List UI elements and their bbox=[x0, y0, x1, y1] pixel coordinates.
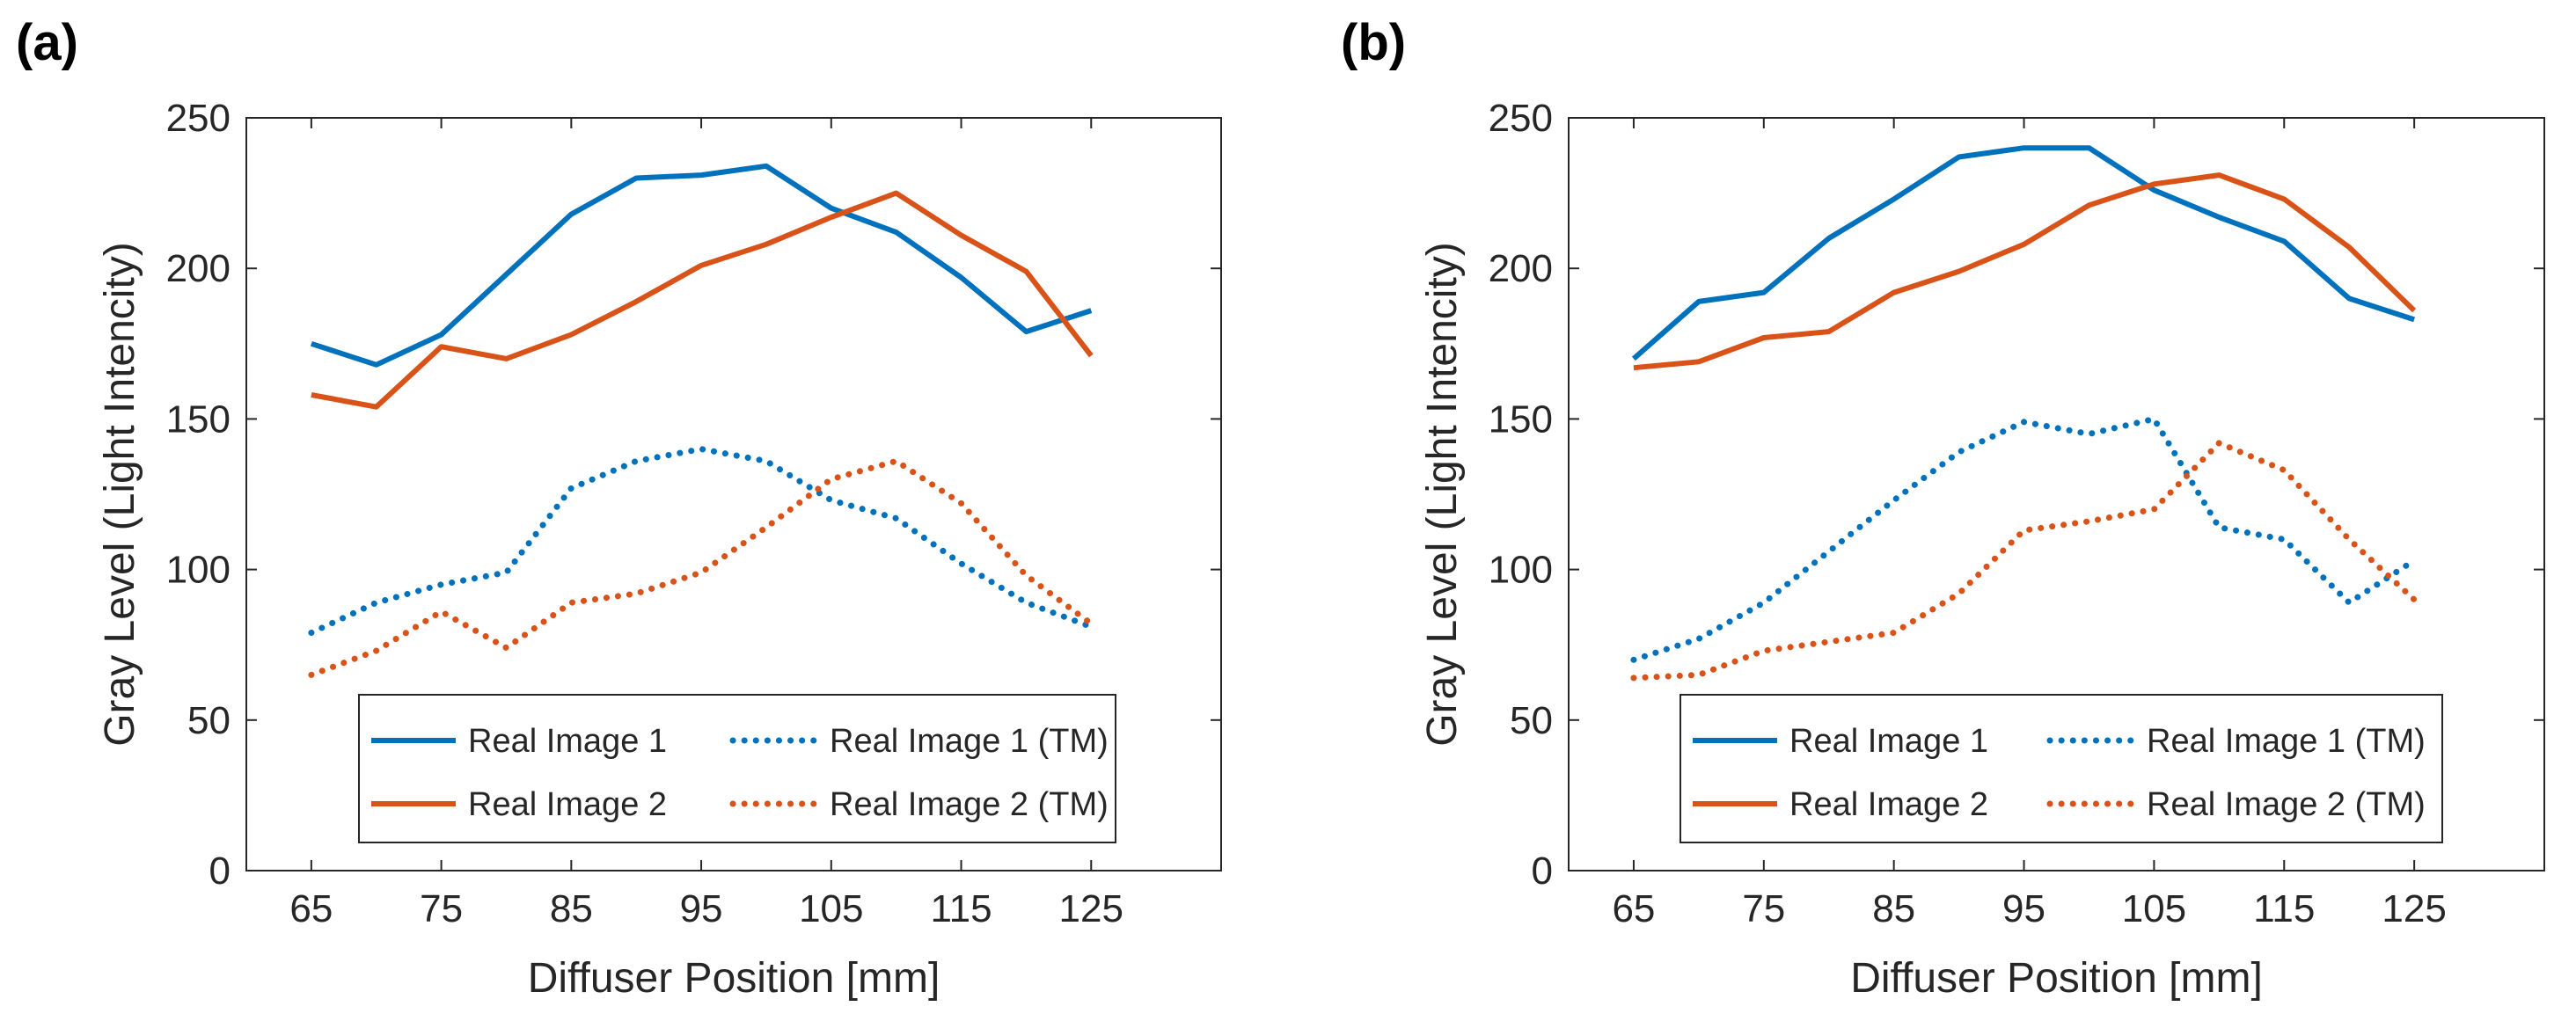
y-tick-label: 150 bbox=[1489, 397, 1553, 441]
x-tick-label: 115 bbox=[2253, 887, 2315, 930]
series-line-real-image-1-tm bbox=[1630, 415, 2418, 663]
x-tick-label: 115 bbox=[930, 887, 992, 930]
y-tick-label: 0 bbox=[209, 850, 231, 893]
x-tick-label: 85 bbox=[1872, 887, 1915, 930]
chart-panel-b: (b) 0 50 100 150 200 250 65 75 85 95 105 115 125 Diffu… bbox=[1341, 14, 2545, 1002]
y-axis-title: Gray Level (Light Intencity) bbox=[1419, 242, 1466, 747]
x-tick-label: 125 bbox=[2382, 887, 2446, 930]
series-line-real-image-2 bbox=[311, 190, 1094, 410]
legend-label: Real Image 1 (TM) bbox=[830, 723, 1109, 760]
x-tick-label: 75 bbox=[420, 887, 463, 930]
legend-box bbox=[1680, 694, 2443, 843]
legend: Real Image 1 Real Image 1 (TM) Real Image … bbox=[358, 694, 1116, 843]
y-tick-label: 250 bbox=[1489, 97, 1553, 140]
legend: Real Image 1 Real Image 1 (TM) Real Image … bbox=[1680, 694, 2443, 843]
x-tick-label: 95 bbox=[2002, 887, 2045, 930]
legend-label: Real Image 2 (TM) bbox=[2147, 786, 2426, 823]
plot-area-frame bbox=[1568, 117, 2545, 871]
legend-box bbox=[358, 694, 1116, 843]
legend-label: Real Image 1 (TM) bbox=[2147, 723, 2426, 760]
legend-label: Real Image 2 (TM) bbox=[830, 786, 1109, 823]
y-tick-label: 50 bbox=[187, 699, 231, 742]
panel-label: (b) bbox=[1341, 14, 1406, 71]
series-line-real-image-1-tm bbox=[308, 446, 1094, 636]
y-tick-label: 200 bbox=[166, 247, 231, 290]
series-line-real-image-1 bbox=[1631, 145, 2416, 361]
y-tick-label: 50 bbox=[1510, 699, 1553, 742]
x-tick-label: 75 bbox=[1742, 887, 1785, 930]
y-tick-label: 250 bbox=[166, 97, 231, 140]
x-tick-label: 105 bbox=[799, 887, 863, 930]
y-tick-label: 200 bbox=[1489, 247, 1553, 290]
y-tick-label: 0 bbox=[1532, 850, 1553, 893]
series-line-real-image-1 bbox=[310, 163, 1093, 368]
x-axis-title: Diffuser Position [mm] bbox=[1850, 955, 2263, 1002]
panel-label: (a) bbox=[16, 14, 78, 71]
x-tick-label: 65 bbox=[1612, 887, 1655, 930]
legend-label: Real Image 1 bbox=[1789, 723, 1988, 760]
x-tick-label: 65 bbox=[289, 887, 333, 930]
x-tick-label: 85 bbox=[550, 887, 593, 930]
legend-label: Real Image 1 bbox=[468, 723, 667, 760]
y-axis-title: Gray Level (Light Intencity) bbox=[97, 242, 143, 747]
legend-label: Real Image 2 bbox=[468, 786, 667, 823]
plot-area-frame bbox=[245, 117, 1222, 871]
x-axis-title: Diffuser Position [mm] bbox=[528, 955, 940, 1002]
legend-label: Real Image 2 bbox=[1789, 786, 1988, 823]
chart-panel-a: (a) 0 50 100 150 200 250 65 75 85 95 105 115 125 Diffu… bbox=[16, 14, 1222, 1002]
y-tick-label: 100 bbox=[166, 549, 231, 592]
x-tick-label: 105 bbox=[2122, 887, 2186, 930]
series-line-real-image-2-tm bbox=[1630, 440, 2418, 682]
x-tick-label: 95 bbox=[680, 887, 723, 930]
x-tick-label: 125 bbox=[1059, 887, 1123, 930]
y-tick-label: 100 bbox=[1489, 549, 1553, 592]
series-line-real-image-2 bbox=[1633, 172, 2417, 371]
y-tick-label: 150 bbox=[166, 397, 231, 441]
series-line-real-image-2-tm bbox=[308, 457, 1094, 678]
